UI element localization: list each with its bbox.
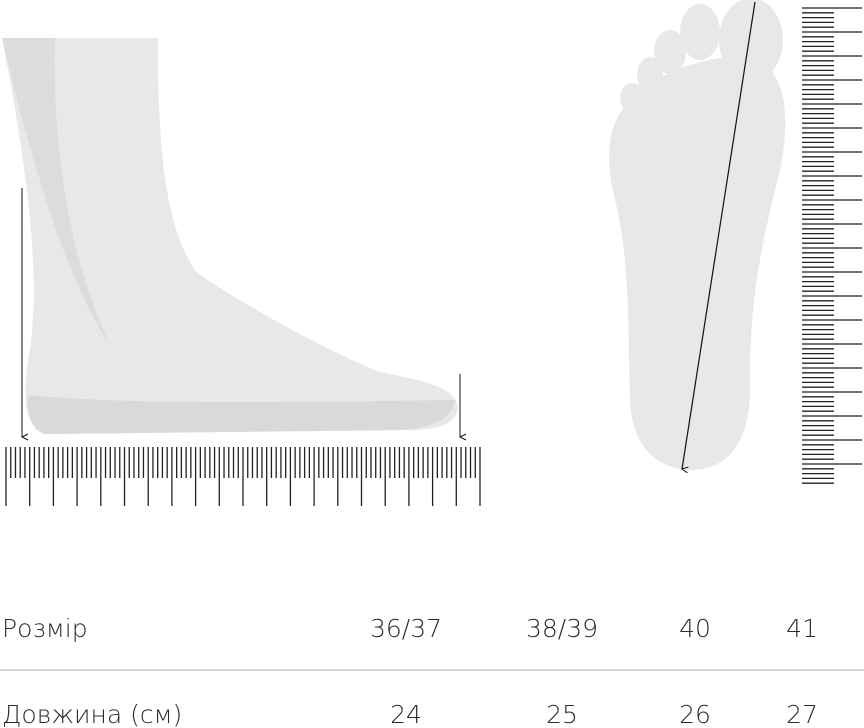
table-cell: 24 xyxy=(390,700,422,728)
size-table: Розмір 36/37 38/39 40 41 Довжина (см) 24 25 26 27 xyxy=(2,614,818,728)
table-cell: 40 xyxy=(679,614,711,643)
table-cell: 38/39 xyxy=(526,614,598,643)
table-cell: 41 xyxy=(786,614,818,643)
table-cell: 27 xyxy=(786,700,818,728)
side-foot-illustration xyxy=(2,38,460,437)
table-cell: 26 xyxy=(679,700,711,728)
table-cell: 36/37 xyxy=(370,614,442,643)
vertical-ruler xyxy=(802,7,862,484)
horizontal-ruler xyxy=(5,447,481,506)
row-label: Довжина (см) xyxy=(2,700,182,728)
table-cell: 25 xyxy=(546,700,578,728)
row-label: Розмір xyxy=(2,614,88,643)
sole-illustration xyxy=(609,0,786,470)
